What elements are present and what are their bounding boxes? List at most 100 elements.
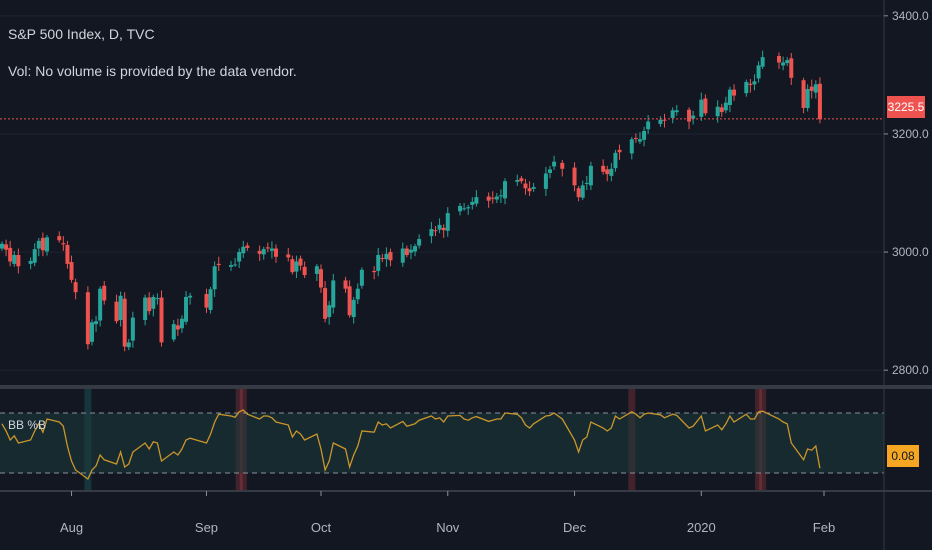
- candle-body: [184, 296, 189, 322]
- candle-body: [441, 227, 446, 231]
- candle-body: [102, 285, 107, 301]
- candle-body: [155, 298, 160, 300]
- candle-body: [433, 230, 438, 232]
- candle-body: [560, 162, 565, 169]
- last-price-tag: 3225.5: [887, 96, 925, 118]
- time-tick-label: Dec: [563, 520, 587, 535]
- candle-body: [126, 342, 131, 348]
- time-tick-label: Aug: [60, 520, 83, 535]
- candle-body: [777, 55, 782, 63]
- candle-body: [0, 243, 4, 249]
- candle-body: [85, 292, 90, 345]
- candle-body: [359, 269, 364, 286]
- indicator-label[interactable]: BB %B: [8, 418, 47, 432]
- candle-body: [813, 84, 818, 93]
- candle-body: [466, 207, 471, 209]
- candle-body: [462, 208, 467, 210]
- volume-note: Vol: No volume is provided by the data v…: [8, 63, 297, 79]
- candle-body: [159, 297, 164, 343]
- candle-body: [515, 180, 520, 182]
- price-tick-label: 3200.0: [892, 127, 929, 141]
- price-tick-label: 3400.0: [892, 9, 929, 23]
- candle-body: [269, 248, 274, 251]
- candle-body: [274, 248, 278, 257]
- candle-body: [413, 246, 418, 252]
- candle-body: [331, 280, 336, 308]
- candle-body: [429, 229, 434, 237]
- candle-body: [351, 299, 356, 318]
- candle-body: [16, 255, 21, 267]
- candle-body: [61, 243, 66, 245]
- candle-body: [98, 288, 103, 321]
- candle-body: [400, 248, 405, 263]
- candle-body: [633, 138, 638, 140]
- band-fill: [0, 413, 884, 473]
- candle-body: [408, 249, 413, 253]
- candle-body: [261, 249, 266, 255]
- candle-body: [674, 110, 679, 113]
- candle-body: [584, 182, 589, 184]
- candle-body: [703, 98, 708, 114]
- chart-title[interactable]: S&P 500 Index, D, TVC: [8, 26, 155, 42]
- candle-body: [114, 301, 119, 322]
- candle-body: [343, 280, 348, 289]
- candle-body: [637, 139, 642, 142]
- candle-body: [785, 60, 790, 64]
- candle-body: [801, 80, 806, 108]
- candle-body: [122, 298, 127, 347]
- time-tick-label: 2020: [687, 520, 716, 535]
- candle-body: [662, 119, 667, 121]
- candle-body: [503, 181, 508, 199]
- candle-body: [372, 270, 377, 273]
- candle-body: [756, 65, 761, 79]
- candle-body: [28, 260, 33, 264]
- candle-body: [646, 121, 651, 130]
- candle-body: [94, 321, 99, 325]
- candle-body: [147, 297, 152, 312]
- candle-body: [143, 297, 148, 320]
- candle-body: [229, 265, 234, 267]
- price-candles: [0, 50, 822, 352]
- price-tick-label: 3000.0: [892, 245, 929, 259]
- candle-body: [781, 62, 786, 66]
- price-tick-label: 2800.0: [892, 363, 929, 377]
- candle-body: [809, 86, 814, 91]
- candle-body: [171, 324, 176, 340]
- candle-body: [36, 240, 41, 249]
- candle-body: [388, 252, 393, 261]
- candle-body: [474, 197, 479, 204]
- time-tick-label: Feb: [813, 520, 835, 535]
- candle-body: [642, 130, 647, 140]
- time-tick-label: Sep: [195, 520, 218, 535]
- candle-body: [314, 266, 319, 274]
- candle-body: [323, 288, 328, 319]
- candle-body: [179, 318, 184, 329]
- candle-body: [531, 187, 536, 189]
- candle-body: [723, 102, 728, 111]
- candle-body: [417, 239, 422, 246]
- candle-body: [601, 165, 606, 172]
- candle-body: [613, 152, 618, 169]
- candle-body: [12, 255, 17, 264]
- candle-body: [32, 249, 37, 263]
- candle-body: [347, 286, 352, 316]
- candle-body: [744, 81, 749, 94]
- candle-body: [286, 254, 291, 258]
- candle-body: [580, 185, 585, 198]
- candle-body: [605, 169, 610, 175]
- candle-body: [44, 237, 49, 252]
- candle-body: [175, 325, 180, 330]
- candle-body: [318, 269, 323, 288]
- candle-body: [265, 247, 270, 249]
- candle-body: [327, 305, 332, 318]
- candle-body: [548, 169, 552, 173]
- candle-body: [204, 293, 209, 308]
- candle-body: [65, 244, 70, 264]
- candle-body: [245, 245, 250, 248]
- candle-body: [732, 89, 737, 96]
- candle-body: [355, 288, 360, 300]
- candle-body: [40, 237, 45, 251]
- candle-body: [384, 253, 389, 260]
